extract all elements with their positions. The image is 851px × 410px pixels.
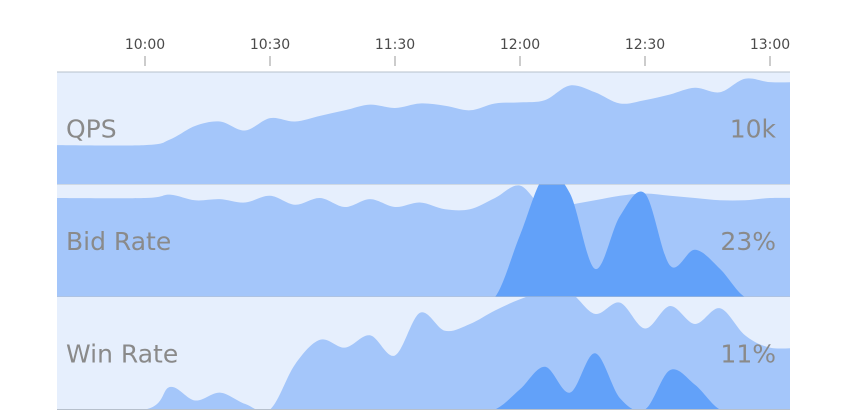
time-axis: 10:00 10:30 11:30 12:00 12:30 13:00 — [125, 37, 790, 66]
tick-label: 12:00 — [500, 37, 540, 53]
tick-label: 10:00 — [125, 37, 165, 53]
row-value: 10k — [730, 114, 777, 143]
row-label: Bid Rate — [66, 227, 171, 256]
tick-label: 12:30 — [625, 37, 665, 53]
tick-label: 13:00 — [750, 37, 790, 53]
row-qps: QPS 10k — [57, 71, 790, 185]
area-dark — [66, 353, 790, 410]
tick-label: 11:30 — [375, 37, 415, 53]
row-value: 11% — [720, 339, 776, 368]
row-label: Win Rate — [66, 339, 178, 368]
row-value: 23% — [720, 227, 776, 256]
row-label: QPS — [66, 114, 117, 143]
area-light — [145, 297, 790, 410]
area-light — [57, 78, 790, 185]
chart-rows: QPS 10k Bid Rate 23% Win Rate 11% — [57, 71, 790, 410]
area-dark — [66, 184, 790, 297]
row-bid-rate: Bid Rate 23% — [57, 184, 790, 298]
tick-label: 10:30 — [250, 37, 290, 53]
row-win-rate: Win Rate 11% — [57, 297, 790, 410]
